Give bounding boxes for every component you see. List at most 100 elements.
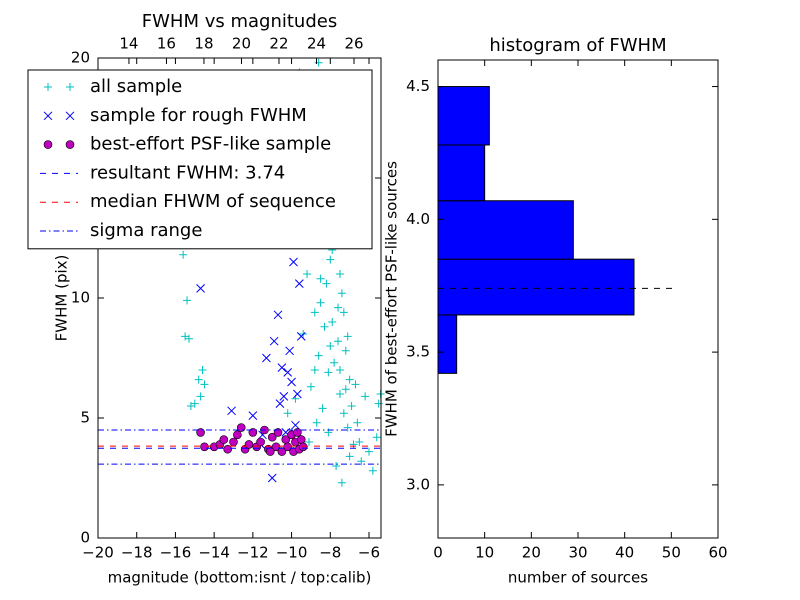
- point: [271, 442, 281, 452]
- point: [364, 447, 373, 456]
- point: [298, 442, 308, 452]
- point: [334, 337, 343, 346]
- point: [279, 392, 289, 401]
- point: [262, 353, 271, 363]
- legend-marker: [43, 140, 53, 149]
- legend-box: [27, 69, 373, 250]
- point: [351, 380, 360, 389]
- point: [341, 385, 350, 394]
- x-tick-label: −14: [198, 544, 230, 562]
- point: [353, 418, 362, 427]
- point: [312, 418, 321, 427]
- bar: [437, 86, 490, 146]
- bar: [437, 144, 486, 202]
- x2-tick-label: 22: [269, 35, 288, 53]
- x-tick-label: −10: [276, 544, 308, 562]
- point: [296, 435, 306, 444]
- point: [357, 457, 366, 466]
- chart-title: histogram of FWHM: [489, 35, 666, 56]
- point: [289, 257, 298, 267]
- point: [320, 322, 329, 331]
- point: [184, 334, 193, 343]
- legend-label: best-effort PSF-like sample: [90, 134, 331, 155]
- point: [343, 332, 352, 341]
- point: [179, 250, 188, 259]
- point: [287, 377, 296, 387]
- point: [227, 406, 236, 416]
- point: [285, 346, 294, 356]
- point: [275, 399, 285, 408]
- x-tick-label: −18: [121, 544, 153, 562]
- point: [190, 399, 199, 408]
- point: [293, 389, 302, 399]
- x2-tick-label: 26: [344, 35, 363, 53]
- point: [318, 404, 327, 413]
- point: [200, 380, 209, 389]
- point: [326, 342, 335, 350]
- point: [361, 392, 370, 401]
- chart-title: FWHM vs magnitudes: [142, 11, 337, 32]
- y-tick-label: 0: [80, 529, 90, 547]
- point: [332, 462, 341, 470]
- legend-label: sample for rough FWHM: [90, 105, 307, 126]
- point: [269, 336, 279, 346]
- point: [267, 473, 277, 483]
- point: [198, 366, 207, 374]
- point: [273, 310, 283, 320]
- point: [345, 452, 354, 461]
- point: [314, 351, 323, 360]
- point: [310, 308, 319, 317]
- legend-label: median FHWM of sequence: [90, 191, 336, 212]
- y-tick-label: 4.0: [406, 210, 430, 228]
- bar: [437, 314, 458, 374]
- point: [341, 346, 350, 355]
- point: [334, 303, 343, 312]
- point: [248, 411, 258, 420]
- point: [291, 420, 300, 430]
- point: [335, 390, 344, 398]
- point: [183, 296, 192, 305]
- point: [316, 298, 325, 307]
- x-tick-label: 0: [433, 544, 443, 562]
- point: [337, 478, 346, 487]
- point: [326, 255, 335, 264]
- y-axis-label: FWHM of best-effort PSF-like sources: [383, 161, 401, 437]
- y-tick-label: 20: [71, 49, 90, 67]
- legend-marker: [44, 83, 52, 91]
- point: [345, 375, 354, 384]
- legend-label: sigma range: [90, 220, 202, 241]
- legend-marker: [65, 140, 75, 149]
- y-axis-label: FWHM (pix): [53, 255, 71, 342]
- point: [256, 437, 265, 447]
- x2-tick-label: 16: [157, 35, 176, 53]
- point: [368, 466, 377, 475]
- x-tick-label: −12: [237, 544, 269, 562]
- point: [343, 423, 352, 432]
- point: [233, 430, 242, 440]
- point: [347, 402, 356, 410]
- x-tick-label: −8: [319, 544, 341, 562]
- point: [306, 382, 315, 391]
- point: [339, 409, 348, 418]
- bar: [437, 258, 635, 316]
- plot-frame: [97, 57, 382, 539]
- point: [244, 440, 254, 449]
- point: [330, 358, 339, 367]
- point: [304, 438, 313, 446]
- point: [283, 409, 292, 418]
- x-tick-label: 20: [522, 544, 541, 562]
- point: [294, 279, 304, 288]
- y-tick-label: 10: [71, 289, 90, 307]
- x-tick-label: 10: [475, 544, 494, 562]
- point: [339, 308, 348, 317]
- point: [219, 435, 229, 444]
- y-tick-label: 3.0: [406, 475, 430, 493]
- x-tick-label: 40: [615, 544, 634, 562]
- x2-tick-label: 20: [232, 35, 251, 53]
- point: [337, 289, 346, 298]
- point: [196, 284, 205, 293]
- plot-frame: [437, 59, 719, 539]
- x2-tick-label: 18: [194, 35, 213, 53]
- y-tick-label: 5: [80, 409, 90, 427]
- point: [293, 428, 302, 437]
